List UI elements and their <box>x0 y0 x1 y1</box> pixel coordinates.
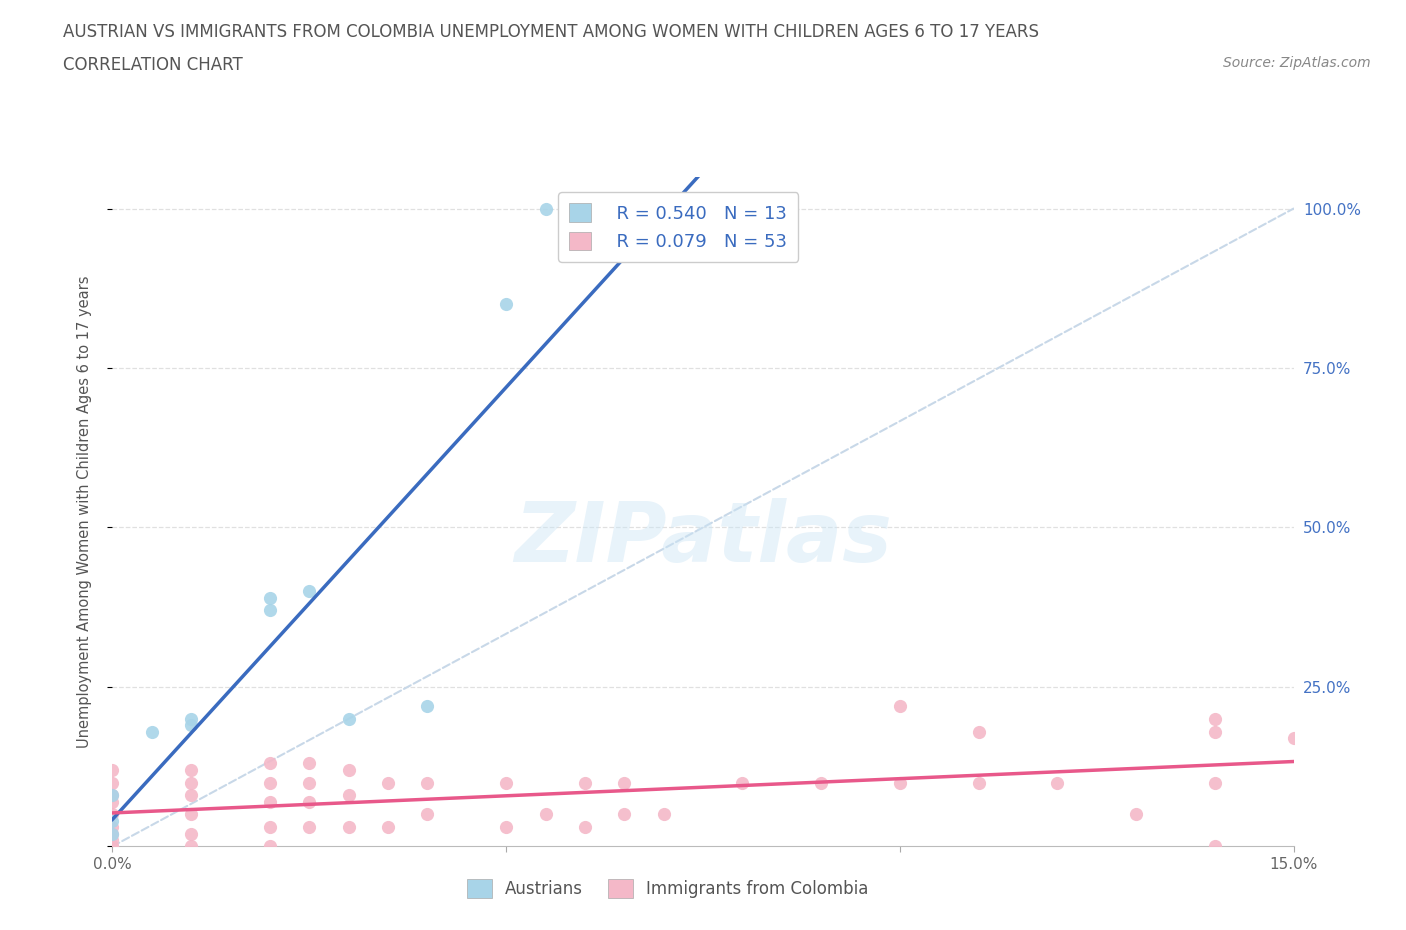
Text: AUSTRIAN VS IMMIGRANTS FROM COLOMBIA UNEMPLOYMENT AMONG WOMEN WITH CHILDREN AGES: AUSTRIAN VS IMMIGRANTS FROM COLOMBIA UNE… <box>63 23 1039 41</box>
Point <box>337 788 360 803</box>
Point <box>298 794 321 809</box>
Point <box>259 591 281 605</box>
Point <box>101 826 124 841</box>
Point <box>180 839 202 854</box>
Point <box>180 775 202 790</box>
Text: CORRELATION CHART: CORRELATION CHART <box>63 56 243 73</box>
Point <box>534 807 557 822</box>
Point <box>101 819 124 834</box>
Point <box>180 788 202 803</box>
Point <box>101 763 124 777</box>
Point <box>180 711 202 726</box>
Point <box>259 794 281 809</box>
Point <box>101 814 124 829</box>
Point <box>180 807 202 822</box>
Point <box>259 775 281 790</box>
Point <box>180 718 202 733</box>
Point <box>652 807 675 822</box>
Point <box>259 839 281 854</box>
Point <box>416 698 439 713</box>
Point <box>889 775 911 790</box>
Point <box>1204 775 1226 790</box>
Point <box>101 826 124 841</box>
Point <box>495 819 517 834</box>
Point <box>259 603 281 618</box>
Y-axis label: Unemployment Among Women with Children Ages 6 to 17 years: Unemployment Among Women with Children A… <box>77 275 91 748</box>
Point <box>337 711 360 726</box>
Point <box>101 788 124 803</box>
Point <box>495 297 517 312</box>
Point <box>141 724 163 739</box>
Point <box>574 819 596 834</box>
Point <box>101 788 124 803</box>
Point <box>101 832 124 847</box>
Point <box>613 775 636 790</box>
Point <box>101 839 124 854</box>
Point <box>967 724 990 739</box>
Text: Source: ZipAtlas.com: Source: ZipAtlas.com <box>1223 56 1371 70</box>
Text: ZIPatlas: ZIPatlas <box>515 498 891 578</box>
Point <box>495 775 517 790</box>
Point <box>377 819 399 834</box>
Point <box>1046 775 1069 790</box>
Point <box>337 819 360 834</box>
Point <box>298 756 321 771</box>
Point <box>1282 730 1305 745</box>
Point <box>298 584 321 599</box>
Point <box>416 775 439 790</box>
Point <box>101 794 124 809</box>
Legend: Austrians, Immigrants from Colombia: Austrians, Immigrants from Colombia <box>460 872 876 905</box>
Point <box>416 807 439 822</box>
Point <box>259 756 281 771</box>
Point <box>101 839 124 854</box>
Point <box>101 807 124 822</box>
Point <box>180 826 202 841</box>
Point <box>1125 807 1147 822</box>
Point <box>967 775 990 790</box>
Point <box>534 201 557 216</box>
Point <box>1204 724 1226 739</box>
Point <box>259 819 281 834</box>
Point <box>810 775 832 790</box>
Point <box>1204 839 1226 854</box>
Point <box>180 763 202 777</box>
Point <box>731 775 754 790</box>
Point <box>574 775 596 790</box>
Point <box>1204 711 1226 726</box>
Point <box>298 775 321 790</box>
Point <box>613 807 636 822</box>
Point <box>101 775 124 790</box>
Point <box>298 819 321 834</box>
Point <box>337 763 360 777</box>
Point <box>889 698 911 713</box>
Point <box>377 775 399 790</box>
